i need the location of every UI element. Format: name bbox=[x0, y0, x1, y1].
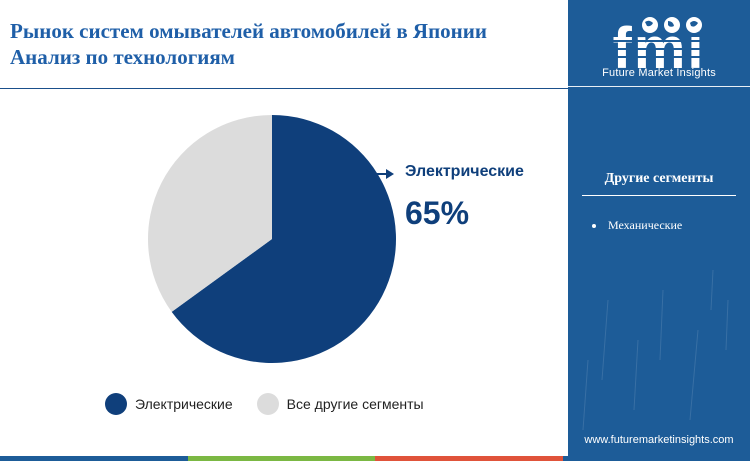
title-divider bbox=[0, 88, 568, 89]
legend-label-other: Все другие сегменты bbox=[286, 396, 424, 412]
fmi-logo: fmi bbox=[598, 16, 720, 81]
bottom-bar-segment-3 bbox=[375, 456, 563, 461]
sidebar-texture bbox=[582, 269, 729, 431]
legend-item-electric: Электрические bbox=[105, 393, 233, 415]
legend-label-electric: Электрические bbox=[135, 396, 233, 412]
segments-heading: Другие сегменты bbox=[604, 171, 714, 186]
sidebar: fmi Future Market Insights Другие сегмен… bbox=[568, 0, 750, 461]
bottom-bar-segment-1 bbox=[0, 456, 188, 461]
chart-legend: Электрические Все другие сегменты bbox=[105, 393, 448, 415]
segment-item-label: Механические bbox=[608, 218, 683, 232]
legend-swatch-other bbox=[256, 393, 279, 415]
bullet-icon bbox=[592, 223, 596, 228]
chart-title: Рынок систем омывателей автомобилей в Яп… bbox=[10, 18, 565, 70]
legend-swatch-electric bbox=[105, 393, 127, 415]
segments-heading-rule bbox=[582, 195, 736, 196]
logo-subtitle: Future Market Insights bbox=[602, 67, 716, 79]
segment-item: Механические bbox=[592, 218, 682, 233]
pie-chart: Электрические 65% bbox=[148, 115, 524, 363]
sidebar-divider bbox=[568, 86, 750, 87]
legend-item-other: Все другие сегменты bbox=[256, 393, 424, 415]
pie-slice-electric bbox=[171, 115, 396, 363]
bottom-color-bar bbox=[0, 456, 750, 461]
bottom-bar-segment-2 bbox=[187, 456, 375, 461]
callout-label: Электрические bbox=[405, 163, 524, 180]
chart-title-line2: Анализ по технологиям bbox=[10, 45, 235, 69]
pie-slice-other bbox=[148, 115, 272, 312]
callout-arrow-head bbox=[386, 169, 394, 179]
website-link[interactable]: www.futuremarketinsights.com bbox=[584, 434, 734, 446]
pie-slices bbox=[148, 115, 396, 363]
bottom-bar-segment-4 bbox=[562, 456, 750, 461]
segments-list: Механические bbox=[592, 218, 682, 233]
chart-title-line1: Рынок систем омывателей автомобилей в Яп… bbox=[10, 19, 487, 43]
callout: Электрические 65% bbox=[374, 163, 524, 231]
callout-value: 65% bbox=[405, 195, 469, 231]
